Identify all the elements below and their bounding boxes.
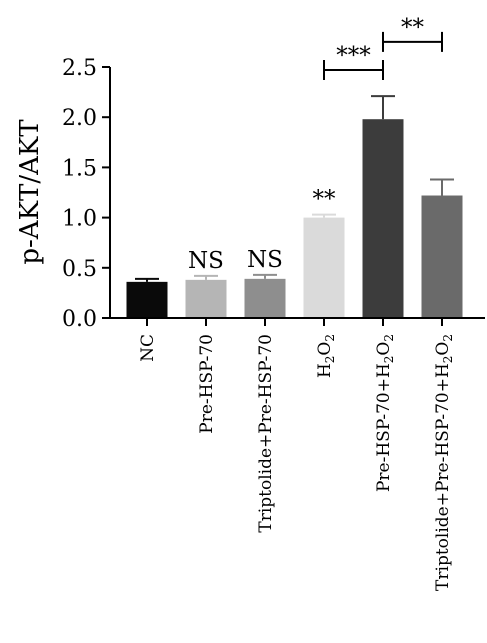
x-tick-label-part: O: [315, 342, 335, 356]
y-axis-label: p-AKT/AKT: [15, 119, 45, 265]
bar: [126, 281, 168, 318]
x-tick-label-part: 2: [323, 356, 337, 364]
x-tick-label-part: 2: [382, 356, 396, 364]
bar-significance-label: **: [313, 187, 337, 213]
x-tick-label: Pre-HSP-70+H2O2: [374, 334, 396, 492]
x-axis: NC Pre-HSP-70 Triptolide+Pre-HSP-70 H2O2Pre…: [109, 317, 485, 591]
bar-significance-label: NS: [247, 247, 283, 273]
x-tick-label-part: 2: [441, 356, 455, 364]
bar: [185, 279, 227, 318]
x-tick-label: H2O2: [315, 334, 337, 378]
significance-annotations: NS NS*******: [188, 15, 443, 274]
y-tick-label: 0.0: [62, 307, 97, 332]
x-tick-label-part: 2: [382, 334, 396, 342]
bar-significance-label: NS: [188, 248, 224, 274]
bar: [244, 278, 286, 318]
x-tick-label-part: 2: [441, 334, 455, 342]
y-tick-label: 0.5: [62, 257, 97, 282]
x-tick-label: Triptolide+Pre-HSP-70: [256, 334, 276, 533]
x-tick-label-part: O: [433, 342, 453, 356]
x-tick-label-part: Triptolide+Pre-HSP-70+H: [433, 363, 453, 591]
x-tick-label: NC: [138, 334, 158, 362]
x-tick-label-part: 2: [323, 334, 337, 342]
y-tick-label: 2.5: [62, 56, 97, 81]
bar: [421, 195, 463, 318]
x-tick-label: Triptolide+Pre-HSP-70+H2O2: [433, 334, 455, 591]
x-tick-label-part: O: [374, 342, 394, 356]
comparison-significance-label: **: [401, 15, 425, 41]
bars: [126, 95, 463, 318]
bar: [303, 217, 345, 318]
x-tick-label: Pre-HSP-70: [197, 334, 217, 434]
comparison-significance-label: ***: [336, 43, 371, 69]
y-tick-label: 1.0: [62, 207, 97, 232]
y-tick-label: 1.5: [62, 156, 97, 181]
y-tick-label: 2.0: [62, 106, 97, 131]
y-axis: 0.0 0.5 1.0 1.5 2.0 2.5: [62, 56, 111, 332]
bar: [362, 119, 404, 318]
x-tick-label-part: Pre-HSP-70+H: [374, 363, 394, 492]
x-tick-label-part: H: [315, 363, 335, 378]
